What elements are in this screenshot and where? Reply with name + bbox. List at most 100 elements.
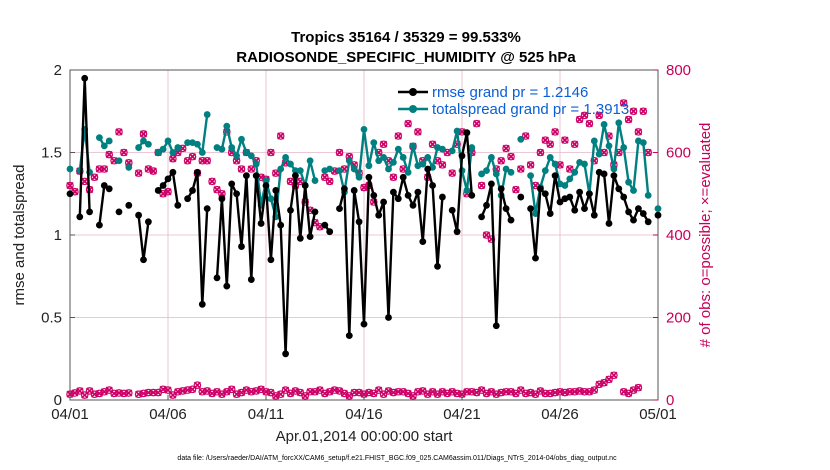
rmse-series [66, 74, 662, 358]
spread-point [159, 145, 167, 153]
spread-point [620, 144, 628, 151]
spread-point [282, 154, 289, 161]
rmse-point [140, 256, 147, 264]
obs-possible-point-high [634, 128, 643, 136]
rmse-point [277, 221, 285, 229]
obs-evaluated-point-low [590, 386, 598, 394]
spread-point [140, 137, 147, 145]
obs-possible-point-high [100, 165, 109, 173]
rmse-point [233, 190, 241, 198]
y-right-tick-label: 600 [666, 145, 691, 162]
spread-point [228, 144, 236, 151]
legend-marker-spread [409, 105, 417, 113]
y-tick-label: 0.5 [41, 310, 62, 327]
obs-possible-point [120, 389, 128, 398]
spread-point [385, 165, 392, 173]
obs-possible-point-high [565, 165, 574, 173]
obs-possible-point-high [139, 130, 148, 138]
rmse-point [76, 213, 84, 221]
obs-possible-point [590, 386, 599, 394]
obs-evaluated-point [620, 99, 628, 107]
obs-evaluated-point [208, 177, 216, 186]
obs-possible-point-high [188, 152, 197, 161]
rmse-point [365, 173, 373, 181]
x-tick-label: 04/01 [51, 406, 89, 423]
obs-evaluated-point [571, 140, 579, 148]
obs-possible-point-high [271, 169, 280, 177]
rmse-point [267, 256, 275, 264]
rmse-point [282, 350, 289, 358]
legend-label-rmse: rmse grand pr = 1.2146 [432, 84, 588, 101]
spread-point [135, 144, 143, 151]
footer-data-file: data file: /Users/raeder/DAI/ATM_forcXX/… [177, 455, 617, 462]
obs-evaluated-point-low [125, 389, 133, 397]
spread-point [100, 142, 108, 150]
spread-point [581, 160, 588, 168]
rmse-point [218, 195, 226, 203]
obs-evaluated-point [218, 190, 226, 198]
obs-possible-point-high [134, 169, 143, 177]
rmse-point [257, 220, 265, 227]
rmse-point [439, 193, 446, 201]
rmse-point [198, 300, 206, 308]
rmse-point [115, 208, 123, 216]
obs-evaluated-point [551, 128, 559, 136]
obs-evaluated-point-low [193, 381, 201, 389]
obs-evaluated-point [81, 177, 89, 186]
spread-point [453, 127, 461, 135]
x-tick-label: 04/26 [541, 406, 579, 423]
obs-possible-point [634, 383, 643, 392]
y-tick-label: 1 [54, 227, 62, 244]
spread-point [488, 154, 495, 161]
rmse-point [605, 220, 613, 227]
obs-evaluated-point [203, 157, 211, 165]
legend-marker-rmse [409, 88, 417, 96]
obs-evaluated-point [585, 119, 594, 128]
rmse-point [385, 314, 392, 321]
spread-point [365, 162, 373, 170]
rmse-point [135, 211, 143, 219]
y-right-tick-label: 200 [666, 310, 691, 327]
obs-evaluated-point [277, 132, 285, 140]
obs-possible-point [76, 387, 84, 395]
obs-possible-point [610, 371, 618, 380]
spread-point [198, 149, 206, 156]
rmse-point [639, 210, 647, 217]
spread-point [218, 145, 226, 153]
spread-point [262, 177, 270, 184]
rmse-point [463, 129, 471, 137]
obs-possible-point-high [325, 177, 334, 186]
spread-point [600, 121, 608, 128]
rmse-point [492, 322, 500, 330]
grid [69, 69, 659, 401]
rmse-point [164, 175, 172, 183]
rmse-point [586, 190, 593, 198]
obs-evaluated-point [169, 155, 177, 163]
spread-point [394, 145, 402, 153]
obs-evaluated-point [438, 161, 447, 169]
rmse-point [468, 192, 476, 199]
rmse-line-segment [338, 167, 444, 337]
rmse-point [404, 192, 412, 199]
spread-point [326, 165, 334, 173]
rmse-point [350, 187, 358, 194]
obs-evaluated-point [580, 111, 589, 120]
rmse-line-segment [78, 77, 91, 217]
obs-possible-point-high [541, 136, 550, 144]
rmse-point [527, 205, 534, 213]
obs-possible-point-high [551, 128, 559, 136]
obs-evaluated-point [477, 181, 486, 190]
rmse-point [615, 185, 623, 193]
obs-possible-point-high [335, 148, 344, 157]
rmse-point [311, 208, 319, 216]
spread-point [404, 168, 412, 176]
rmse-point [620, 193, 628, 201]
rmse-point [341, 185, 348, 193]
rmse-point [154, 187, 162, 194]
obs-possible-point-high [301, 198, 310, 206]
spread-point [615, 119, 623, 127]
spread-point [311, 177, 319, 184]
spread-point [639, 139, 647, 147]
obs-evaluated-point-low [634, 384, 642, 392]
spread-point [233, 152, 241, 160]
